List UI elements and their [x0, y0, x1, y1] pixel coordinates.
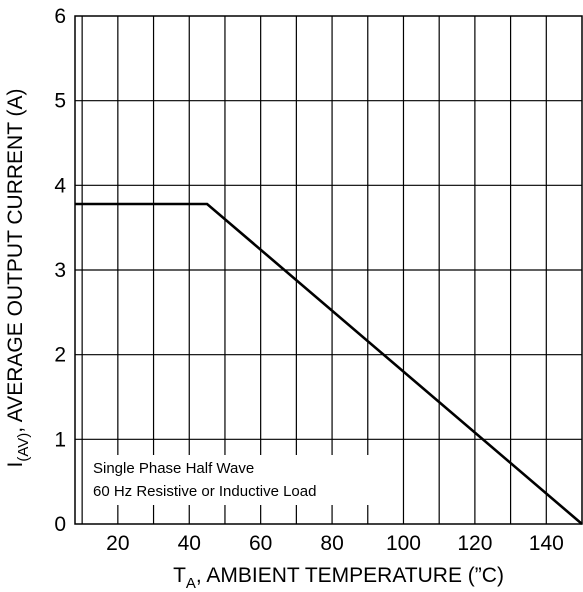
y-tick-label: 0: [54, 513, 66, 536]
annotation-line-2: 60 Hz Resistive or Inductive Load: [93, 483, 316, 500]
x-tick-label: 20: [106, 532, 129, 555]
y-tick-label: 6: [54, 5, 66, 28]
annotation-box: Single Phase Half Wave 60 Hz Resistive o…: [85, 455, 373, 505]
annotation-line-1: Single Phase Half Wave: [93, 460, 254, 477]
x-tick-label: 80: [320, 532, 343, 555]
y-axis-title: I(AV), AVERAGE OUTPUT CURRENT (A): [4, 89, 32, 468]
x-tick-label: 60: [249, 532, 272, 555]
x-tick-label: 140: [529, 532, 564, 555]
x-axis-title-sub: A: [186, 575, 196, 592]
y-tick-label: 2: [54, 344, 66, 367]
y-axis-title-sub: (AV): [15, 433, 32, 462]
y-tick-label: 4: [54, 174, 66, 197]
y-tick-labels: 0 1 2 3 4 5 6: [54, 5, 66, 536]
x-axis-title: TA, AMBIENT TEMPERATURE (”C): [173, 564, 504, 592]
x-tick-label: 100: [386, 532, 421, 555]
grid-lines: [75, 16, 582, 524]
y-axis-title-rest: , AVERAGE OUTPUT CURRENT (A): [4, 89, 27, 433]
y-tick-label: 3: [54, 259, 66, 282]
x-tick-labels: 20 40 60 80 100 120 140: [106, 532, 564, 555]
x-tick-label: 40: [178, 532, 201, 555]
x-tick-label: 120: [457, 532, 492, 555]
x-axis-title-main: T: [173, 564, 186, 587]
y-tick-label: 1: [54, 428, 66, 451]
x-axis-title-rest: , AMBIENT TEMPERATURE (”C): [196, 564, 504, 587]
y-tick-label: 5: [54, 90, 66, 113]
